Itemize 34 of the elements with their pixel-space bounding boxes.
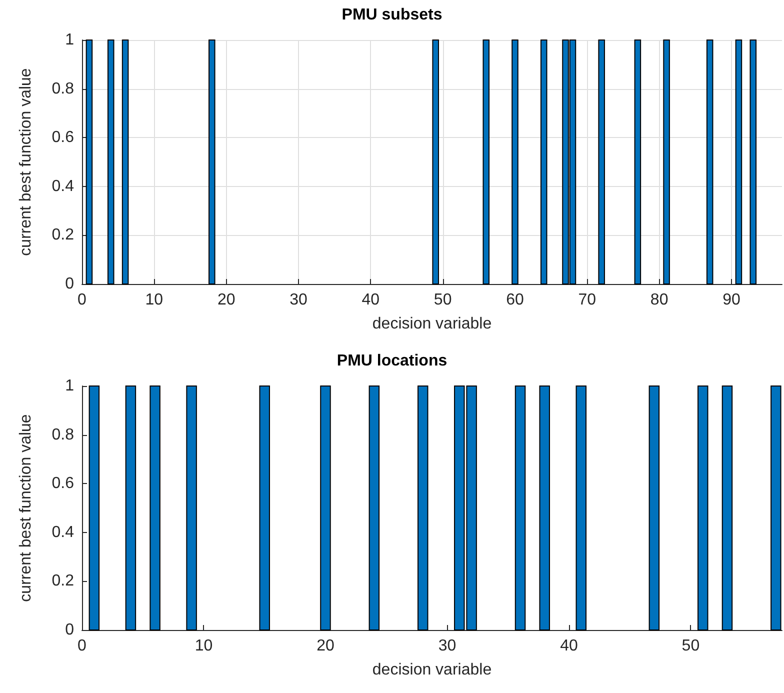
y-tick-label: 0.8 [52,426,74,444]
x-tick-label: 20 [217,292,236,308]
y-tick-label: 0.8 [52,80,74,98]
y-tick-label: 0.6 [52,129,74,146]
x-tick-label: 70 [578,292,596,308]
x-tick-label: 30 [438,638,456,654]
x-tick-label: 90 [722,292,740,308]
y-tick-label: 0.4 [52,178,74,195]
y-axis-title: current best function value [18,68,34,256]
x-tick-label: 50 [682,638,700,654]
y-tick-label: 1 [65,32,74,48]
x-tick-label: 0 [78,292,87,308]
y-tick-label: 0.6 [52,475,74,492]
x-tick-label: 50 [434,292,452,308]
x-tick-label: 10 [194,638,213,654]
y-tick-label: 0.4 [52,524,74,541]
x-axis-title: decision variable [372,316,492,332]
y-tick-label: 0.2 [52,226,74,244]
y-tick-label: 1 [65,378,74,394]
x-tick-label: 40 [560,638,578,654]
x-tick-label: 80 [650,292,668,308]
x-axis-title: decision variable [372,662,492,678]
y-tick-label: 0.2 [52,572,74,590]
y-axis-title: current best function value [18,414,34,602]
x-tick-label: 10 [145,292,164,308]
chart-title: PMU subsets [342,6,442,24]
chart-title: PMU locations [336,352,448,370]
x-tick-label: 40 [362,292,380,308]
y-tick-label: 0 [65,622,74,638]
x-tick-label: 20 [316,638,334,654]
x-tick-label: 60 [506,292,524,308]
y-tick-label: 0 [65,276,74,292]
x-tick-label: 0 [78,638,87,654]
x-tick-label: 30 [290,292,308,308]
